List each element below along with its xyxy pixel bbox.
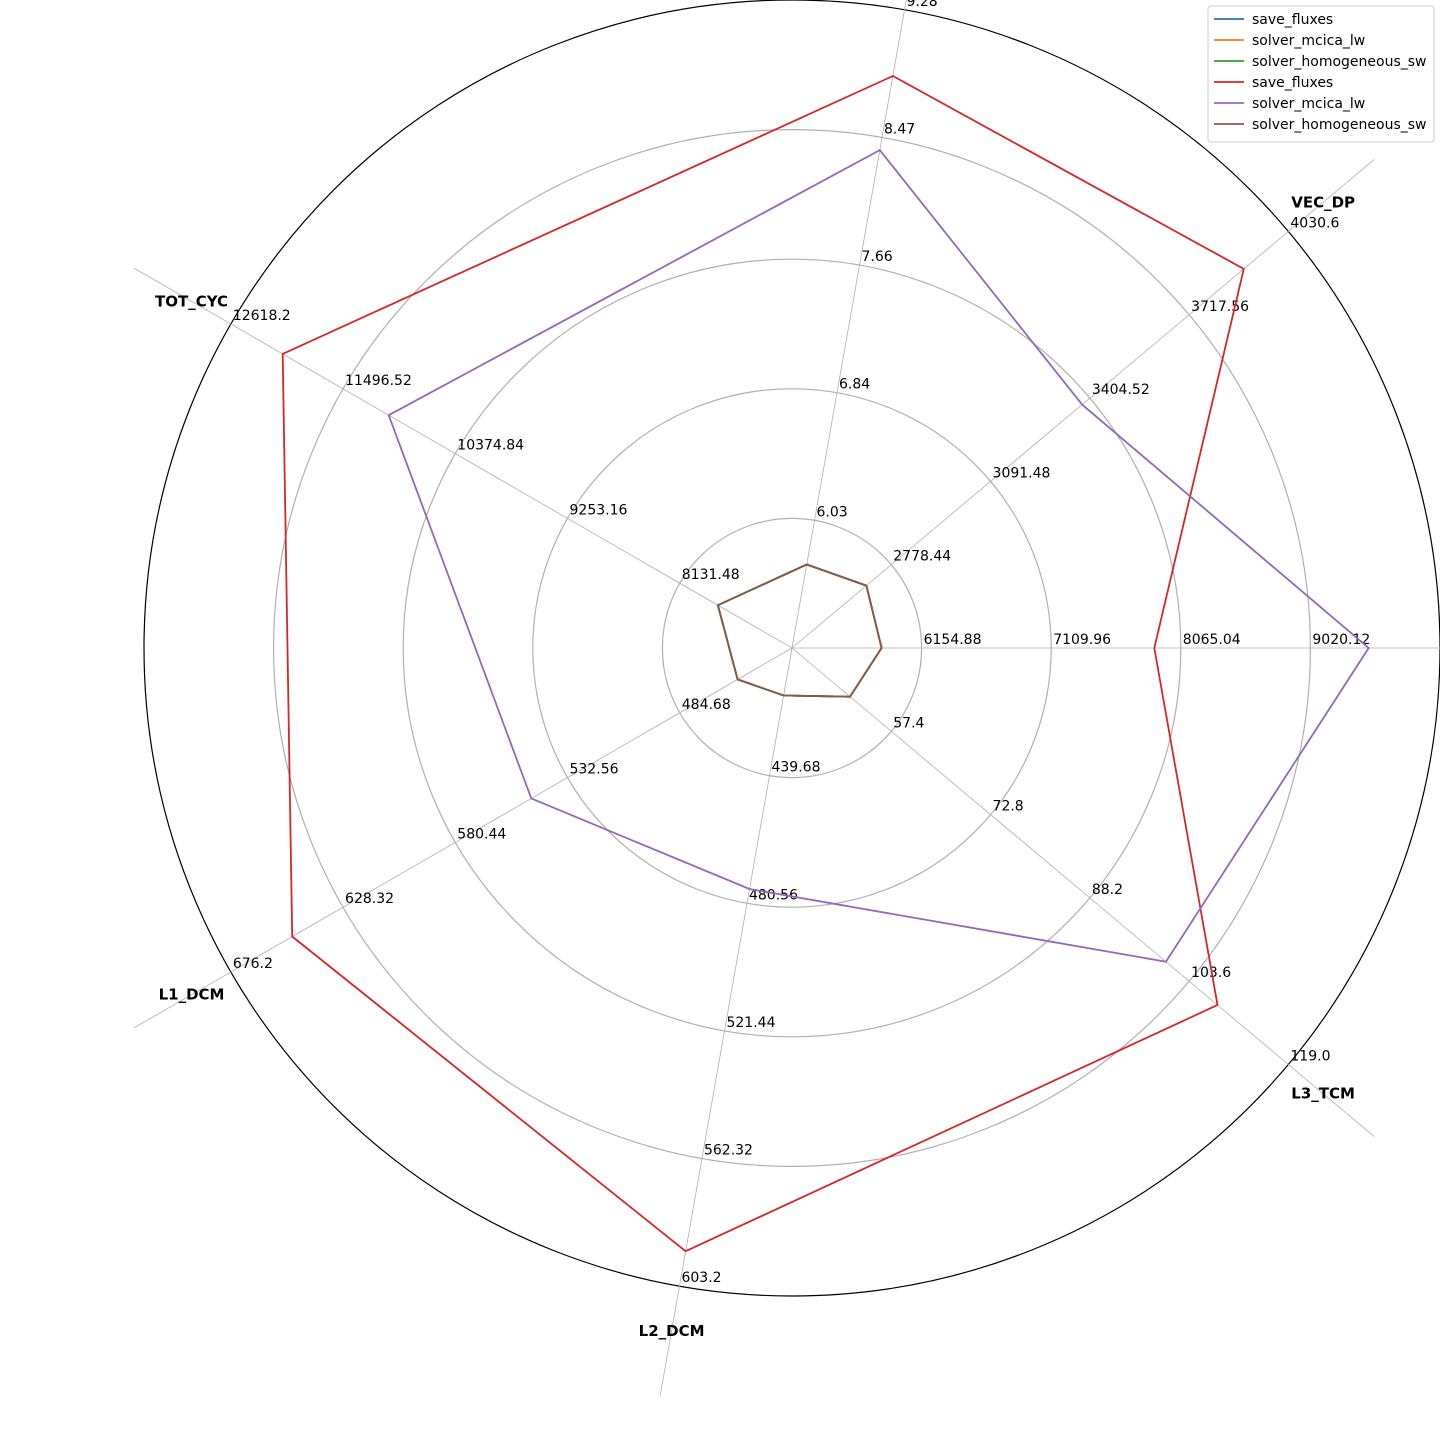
tick-label-axis6-1: 57.4: [893, 715, 924, 731]
tick-label-axis5-1: 439.68: [771, 760, 820, 776]
legend-label-4[interactable]: save_fluxes: [1252, 75, 1333, 91]
tick-label-axis4-1: 484.68: [682, 697, 731, 713]
tick-label-axis3-1: 8131.48: [682, 567, 740, 583]
tick-label-axis4-5: 676.2: [233, 956, 273, 972]
tick-label-axis7-2: 7109.96: [1053, 632, 1111, 648]
tick-label-axis1-1: 2778.44: [893, 549, 951, 565]
series-line-6[interactable]: [716, 563, 883, 698]
tick-label-axis6-2: 72.8: [993, 799, 1024, 815]
tick-label-axis4-2: 532.56: [570, 762, 619, 778]
axis-label-tot-cyc: TOT_CYC: [155, 292, 228, 310]
tick-label-axis6-3: 88.2: [1092, 882, 1123, 898]
axis-label-l1-dcm: L1_DCM: [159, 986, 225, 1004]
axis-label-vec-dp: VEC_DP: [1291, 193, 1355, 211]
spoke-1: [791, 159, 1375, 649]
tick-label-axis2-5: 9.28: [907, 0, 938, 10]
tick-label-axis3-5: 12618.2: [233, 308, 291, 324]
tick-label-axis3-3: 10374.84: [457, 438, 524, 454]
legend-label-5[interactable]: solver_mcica_lw: [1252, 96, 1365, 112]
tick-label-axis3-4: 11496.52: [345, 373, 412, 389]
tick-label-axis6-5: 119.0: [1290, 1049, 1330, 1065]
tick-label-axis4-4: 628.32: [345, 891, 394, 907]
tick-label-axis2-3: 7.66: [862, 249, 893, 265]
legend-label-1[interactable]: save_fluxes: [1252, 12, 1333, 28]
tick-label-axis1-4: 3717.56: [1191, 299, 1249, 315]
series-line-4[interactable]: [281, 74, 1245, 1253]
legend-label-6[interactable]: solver_homogeneous_sw: [1252, 117, 1427, 133]
tick-label-axis2-2: 6.84: [839, 377, 870, 393]
legend-label-3[interactable]: solver_homogeneous_sw: [1252, 54, 1427, 70]
axis-label-l3-tcm: L3_TCM: [1291, 1085, 1355, 1103]
tick-label-axis2-4: 8.47: [884, 121, 915, 137]
tick-label-axis1-3: 3404.52: [1092, 382, 1150, 398]
tick-label-axis2-1: 6.03: [817, 504, 848, 520]
legend-box: [1207, 5, 1435, 143]
spoke-2: [791, 0, 907, 649]
tick-label-axis5-3: 521.44: [726, 1015, 775, 1031]
tick-label-axis7-3: 8065.04: [1183, 632, 1241, 648]
series-line-5[interactable]: [387, 148, 1370, 963]
radar-frame: [143, 0, 1440, 1297]
tick-label-axis5-4: 562.32: [704, 1143, 753, 1159]
tick-label-axis7-4: 9020.12: [1312, 632, 1370, 648]
spoke-5: [659, 647, 793, 1397]
axis-label-l2-dcm: L2_DCM: [639, 1322, 705, 1340]
spoke-4: [133, 647, 793, 1029]
spoke-3: [133, 267, 793, 649]
spoke-6: [791, 647, 1375, 1137]
tick-label-axis5-5: 603.2: [681, 1270, 721, 1286]
tick-label-axis4-3: 580.44: [457, 826, 506, 842]
tick-label-axis3-2: 9253.16: [570, 502, 628, 518]
legend-label-2[interactable]: solver_mcica_lw: [1252, 33, 1365, 49]
tick-label-axis1-2: 3091.48: [993, 465, 1051, 481]
tick-label-axis7-1: 6154.88: [924, 632, 982, 648]
tick-label-axis1-5: 4030.6: [1290, 215, 1339, 231]
